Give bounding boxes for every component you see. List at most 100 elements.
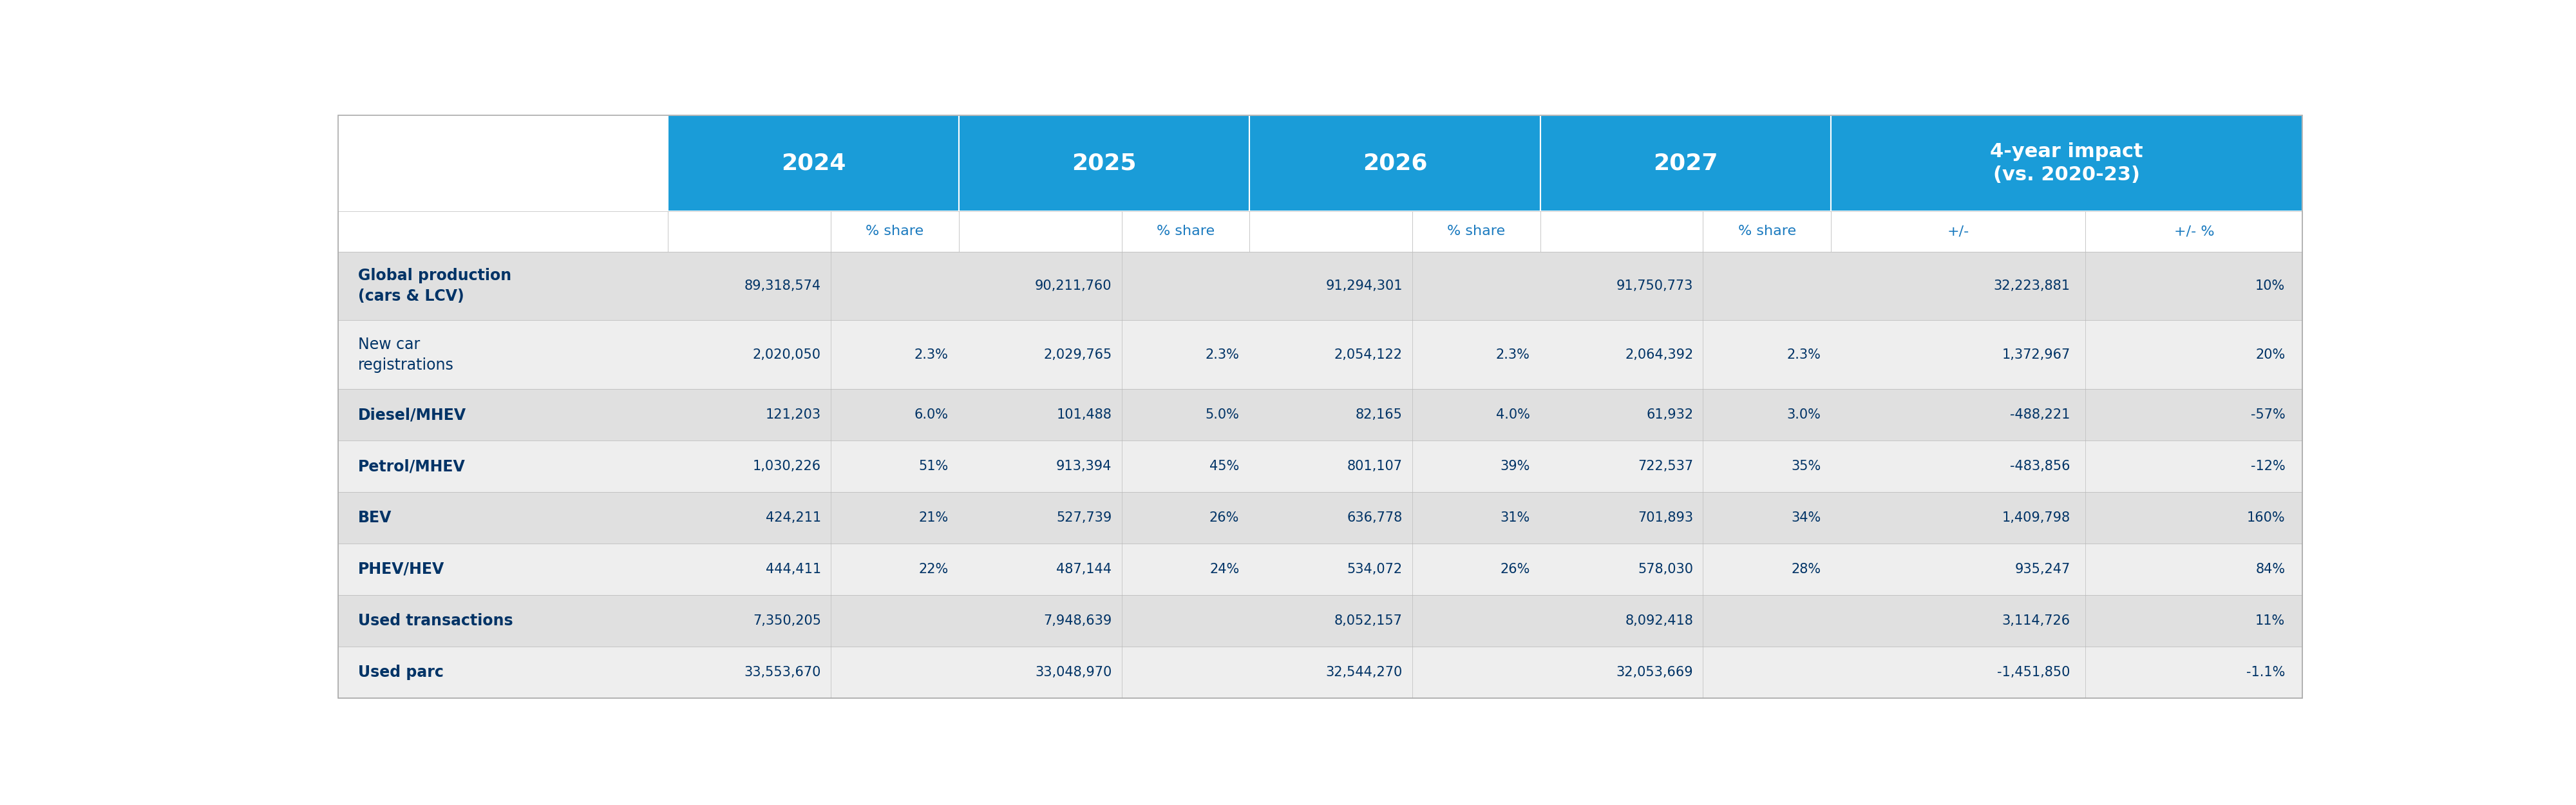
Text: % share: % share (866, 225, 925, 237)
Text: 5.0%: 5.0% (1206, 408, 1239, 421)
Text: 26%: 26% (1499, 563, 1530, 576)
Text: 4.0%: 4.0% (1497, 408, 1530, 421)
Text: 24%: 24% (1211, 563, 1239, 576)
Text: 45%: 45% (1211, 460, 1239, 473)
Text: PHEV/HEV: PHEV/HEV (358, 562, 443, 577)
Text: 91,294,301: 91,294,301 (1327, 279, 1401, 292)
Bar (1540, 115, 1832, 211)
Text: 444,411: 444,411 (765, 563, 822, 576)
Text: New car
registrations: New car registrations (358, 336, 453, 373)
Text: 121,203: 121,203 (765, 408, 822, 421)
Text: 35%: 35% (1790, 460, 1821, 473)
Text: 2,029,765: 2,029,765 (1043, 349, 1113, 361)
Bar (337, 251, 2303, 320)
Text: 89,318,574: 89,318,574 (744, 279, 822, 292)
Text: 101,488: 101,488 (1056, 408, 1113, 421)
Bar (1249, 115, 1540, 211)
Text: % share: % share (1157, 225, 1213, 237)
Bar (1703, 211, 1832, 251)
Text: Global production
(cars & LCV): Global production (cars & LCV) (358, 268, 510, 303)
Bar (337, 440, 2303, 492)
Text: 33,553,670: 33,553,670 (744, 666, 822, 679)
Text: 2026: 2026 (1363, 152, 1427, 174)
Text: Used parc: Used parc (358, 664, 443, 680)
Text: 32,223,881: 32,223,881 (1994, 279, 2071, 292)
Text: 701,893: 701,893 (1638, 511, 1692, 524)
Bar (667, 211, 832, 251)
Text: 39%: 39% (1499, 460, 1530, 473)
Text: -1.1%: -1.1% (2246, 666, 2285, 679)
Text: % share: % share (1739, 225, 1795, 237)
Bar (958, 211, 1121, 251)
Bar (1249, 211, 1412, 251)
Text: 84%: 84% (2257, 563, 2285, 576)
Bar (1412, 211, 1540, 251)
Bar (832, 211, 958, 251)
Text: 1,030,226: 1,030,226 (752, 460, 822, 473)
Text: 34%: 34% (1790, 511, 1821, 524)
Bar (667, 115, 958, 211)
Text: 2027: 2027 (1654, 152, 1718, 174)
Text: 636,778: 636,778 (1347, 511, 1401, 524)
Text: 1,372,967: 1,372,967 (2002, 349, 2071, 361)
Text: 33,048,970: 33,048,970 (1036, 666, 1113, 679)
Text: 26%: 26% (1208, 511, 1239, 524)
Text: 578,030: 578,030 (1638, 563, 1692, 576)
Text: 82,165: 82,165 (1355, 408, 1401, 421)
Text: +/- %: +/- % (2174, 225, 2215, 237)
Text: 28%: 28% (1790, 563, 1821, 576)
Text: BEV: BEV (358, 510, 392, 526)
Text: 51%: 51% (920, 460, 948, 473)
Bar (1832, 211, 2087, 251)
Text: 91,750,773: 91,750,773 (1615, 279, 1692, 292)
Bar (337, 646, 2303, 698)
Text: 935,247: 935,247 (2014, 563, 2071, 576)
Text: 7,948,639: 7,948,639 (1043, 614, 1113, 627)
Text: 2024: 2024 (781, 152, 845, 174)
Bar (337, 492, 2303, 543)
Text: -1,451,850: -1,451,850 (1996, 666, 2071, 679)
Text: 11%: 11% (2257, 614, 2285, 627)
Text: 8,092,418: 8,092,418 (1625, 614, 1692, 627)
Text: 8,052,157: 8,052,157 (1334, 614, 1401, 627)
Text: 2,064,392: 2,064,392 (1625, 349, 1692, 361)
Text: Petrol/MHEV: Petrol/MHEV (358, 459, 466, 474)
Bar (1121, 211, 1249, 251)
Text: 527,739: 527,739 (1056, 511, 1113, 524)
Bar (337, 595, 2303, 646)
Text: -12%: -12% (2251, 460, 2285, 473)
Text: 160%: 160% (2246, 511, 2285, 524)
Text: 722,537: 722,537 (1638, 460, 1692, 473)
Bar (337, 115, 667, 211)
Bar (337, 211, 667, 251)
Text: 913,394: 913,394 (1056, 460, 1113, 473)
Text: 21%: 21% (920, 511, 948, 524)
Text: 32,544,270: 32,544,270 (1327, 666, 1401, 679)
Bar (337, 320, 2303, 389)
Text: 31%: 31% (1499, 511, 1530, 524)
Text: 7,350,205: 7,350,205 (752, 614, 822, 627)
Bar (1540, 211, 1703, 251)
Text: 2.3%: 2.3% (1497, 349, 1530, 361)
Bar (337, 543, 2303, 595)
Text: 22%: 22% (920, 563, 948, 576)
Text: 3.0%: 3.0% (1788, 408, 1821, 421)
Text: 2.3%: 2.3% (914, 349, 948, 361)
Text: 2,054,122: 2,054,122 (1334, 349, 1401, 361)
Bar (1832, 115, 2303, 211)
Text: -488,221: -488,221 (2009, 408, 2071, 421)
Text: 801,107: 801,107 (1347, 460, 1401, 473)
Text: 4-year impact
(vs. 2020-23): 4-year impact (vs. 2020-23) (1991, 142, 2143, 184)
Text: Used transactions: Used transactions (358, 613, 513, 629)
Text: 20%: 20% (2257, 349, 2285, 361)
Text: 2,020,050: 2,020,050 (752, 349, 822, 361)
Text: 2025: 2025 (1072, 152, 1136, 174)
Text: 534,072: 534,072 (1347, 563, 1401, 576)
Text: 487,144: 487,144 (1056, 563, 1113, 576)
Text: 10%: 10% (2257, 279, 2285, 292)
Text: 3,114,726: 3,114,726 (2002, 614, 2071, 627)
Bar (958, 115, 1249, 211)
Text: -483,856: -483,856 (2009, 460, 2071, 473)
Text: 2.3%: 2.3% (1206, 349, 1239, 361)
Text: Diesel/MHEV: Diesel/MHEV (358, 407, 466, 423)
